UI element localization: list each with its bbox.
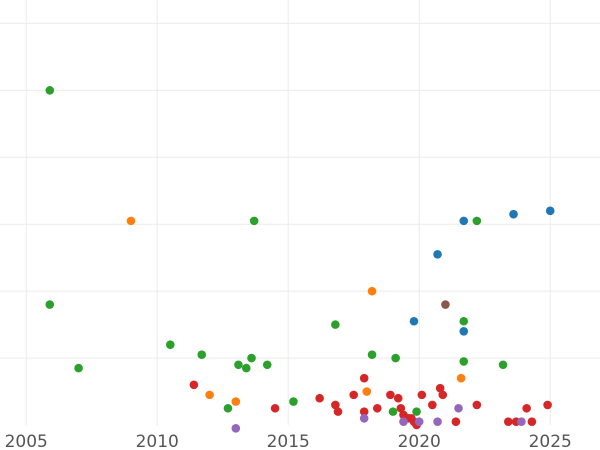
data-point-series-3 (249, 216, 259, 226)
data-point-series-4 (428, 400, 437, 410)
data-point-series-4 (372, 403, 382, 413)
data-point-series-3 (262, 360, 272, 370)
data-point-series-3 (241, 363, 251, 373)
data-point-series-5 (231, 424, 241, 433)
data-point-series-3 (223, 403, 233, 413)
data-point-series-2 (456, 373, 466, 383)
data-point-series-4 (472, 400, 482, 410)
data-point-series-3 (388, 407, 398, 416)
data-point-series-4 (386, 390, 395, 400)
data-point-series-5 (359, 414, 369, 423)
data-point-series-1 (509, 209, 518, 219)
data-point-series-4 (349, 390, 359, 400)
data-point-series-4 (543, 400, 552, 410)
data-point-series-5 (414, 417, 424, 426)
data-point-series-4 (503, 417, 513, 426)
data-point-series-4 (527, 417, 537, 426)
data-point-series-3 (197, 350, 207, 360)
data-point-series-3 (166, 340, 175, 349)
x-tick-label: 2015 (267, 432, 310, 450)
data-point-series-2 (126, 216, 136, 226)
data-point-series-3 (459, 357, 469, 366)
data-point-series-3 (74, 363, 83, 373)
data-point-series-4 (359, 407, 369, 416)
data-point-series-4 (396, 403, 406, 413)
x-tick-label: 2005 (5, 432, 48, 450)
data-point-series-4 (333, 407, 343, 416)
data-point-series-4 (438, 390, 448, 400)
data-point-series-3 (331, 320, 340, 329)
data-point-series-3 (247, 353, 256, 363)
data-point-series-1 (433, 250, 442, 259)
data-point-series-4 (331, 400, 340, 410)
data-point-series-3 (45, 86, 55, 95)
x-tick-label: 2025 (529, 432, 572, 450)
data-point-series-6 (441, 300, 450, 309)
data-point-series-5 (433, 417, 442, 426)
data-point-series-3 (367, 350, 377, 360)
data-point-series-1 (545, 206, 555, 216)
data-point-series-3 (472, 216, 482, 226)
data-point-series-1 (459, 326, 469, 336)
data-points (45, 86, 555, 433)
data-point-series-2 (231, 397, 241, 406)
data-point-series-3 (459, 316, 469, 326)
x-tick-labels: 2005 2010 2015 2020 2025 (5, 432, 572, 450)
data-point-series-4 (522, 403, 531, 413)
data-point-series-2 (362, 387, 372, 396)
data-point-series-5 (399, 417, 408, 426)
x-tick-label: 2010 (136, 432, 179, 450)
data-point-series-3 (45, 300, 55, 309)
data-point-series-5 (454, 403, 463, 413)
data-point-series-4 (451, 417, 461, 426)
data-point-series-4 (417, 390, 427, 400)
data-point-series-1 (409, 316, 419, 326)
data-point-series-2 (367, 286, 377, 296)
data-point-series-4 (359, 373, 369, 383)
data-point-series-3 (391, 353, 400, 363)
data-point-series-3 (234, 360, 243, 370)
data-point-series-3 (289, 397, 298, 406)
x-tick-label: 2020 (398, 432, 441, 450)
data-point-series-3 (412, 407, 421, 416)
data-point-series-3 (498, 360, 508, 370)
data-point-series-2 (205, 390, 214, 400)
data-point-series-4 (270, 403, 280, 413)
data-point-series-5 (517, 417, 526, 426)
data-point-series-4 (393, 393, 403, 403)
data-point-series-4 (435, 383, 445, 393)
data-point-series-4 (189, 380, 199, 390)
data-point-series-1 (459, 216, 469, 226)
data-point-series-4 (315, 393, 324, 403)
